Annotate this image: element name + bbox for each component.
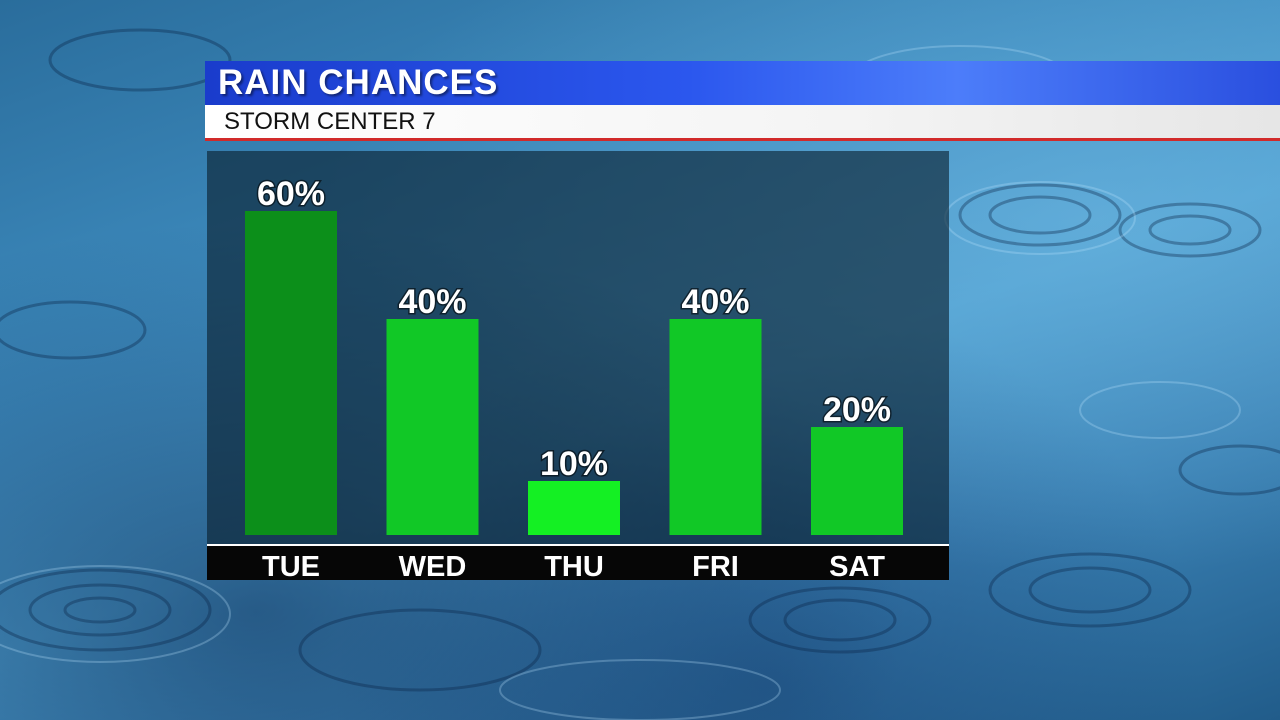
- bar-thu: [528, 481, 620, 535]
- value-label-tue: 60%: [257, 175, 325, 213]
- page-title: RAIN CHANCES: [218, 63, 499, 102]
- bar-sat: [811, 427, 903, 535]
- category-label-sat: SAT: [829, 551, 885, 583]
- value-label-fri: 40%: [681, 283, 749, 321]
- value-label-thu: 10%: [540, 445, 608, 483]
- title-band: [205, 61, 1280, 105]
- category-label-wed: WED: [399, 551, 467, 583]
- x-axis-line: [207, 544, 949, 546]
- bar-fri: [669, 319, 762, 535]
- value-label-wed: 40%: [398, 283, 466, 321]
- category-label-fri: FRI: [692, 551, 739, 583]
- station-name: STORM CENTER 7: [224, 108, 436, 135]
- subtitle-band: [205, 105, 1280, 138]
- category-label-thu: THU: [544, 551, 604, 583]
- category-label-tue: TUE: [262, 551, 320, 583]
- category-band: [207, 546, 949, 580]
- accent-line: [205, 138, 1280, 141]
- value-label-sat: 20%: [823, 391, 891, 429]
- bar-tue: [245, 211, 337, 535]
- bar-wed: [386, 319, 479, 535]
